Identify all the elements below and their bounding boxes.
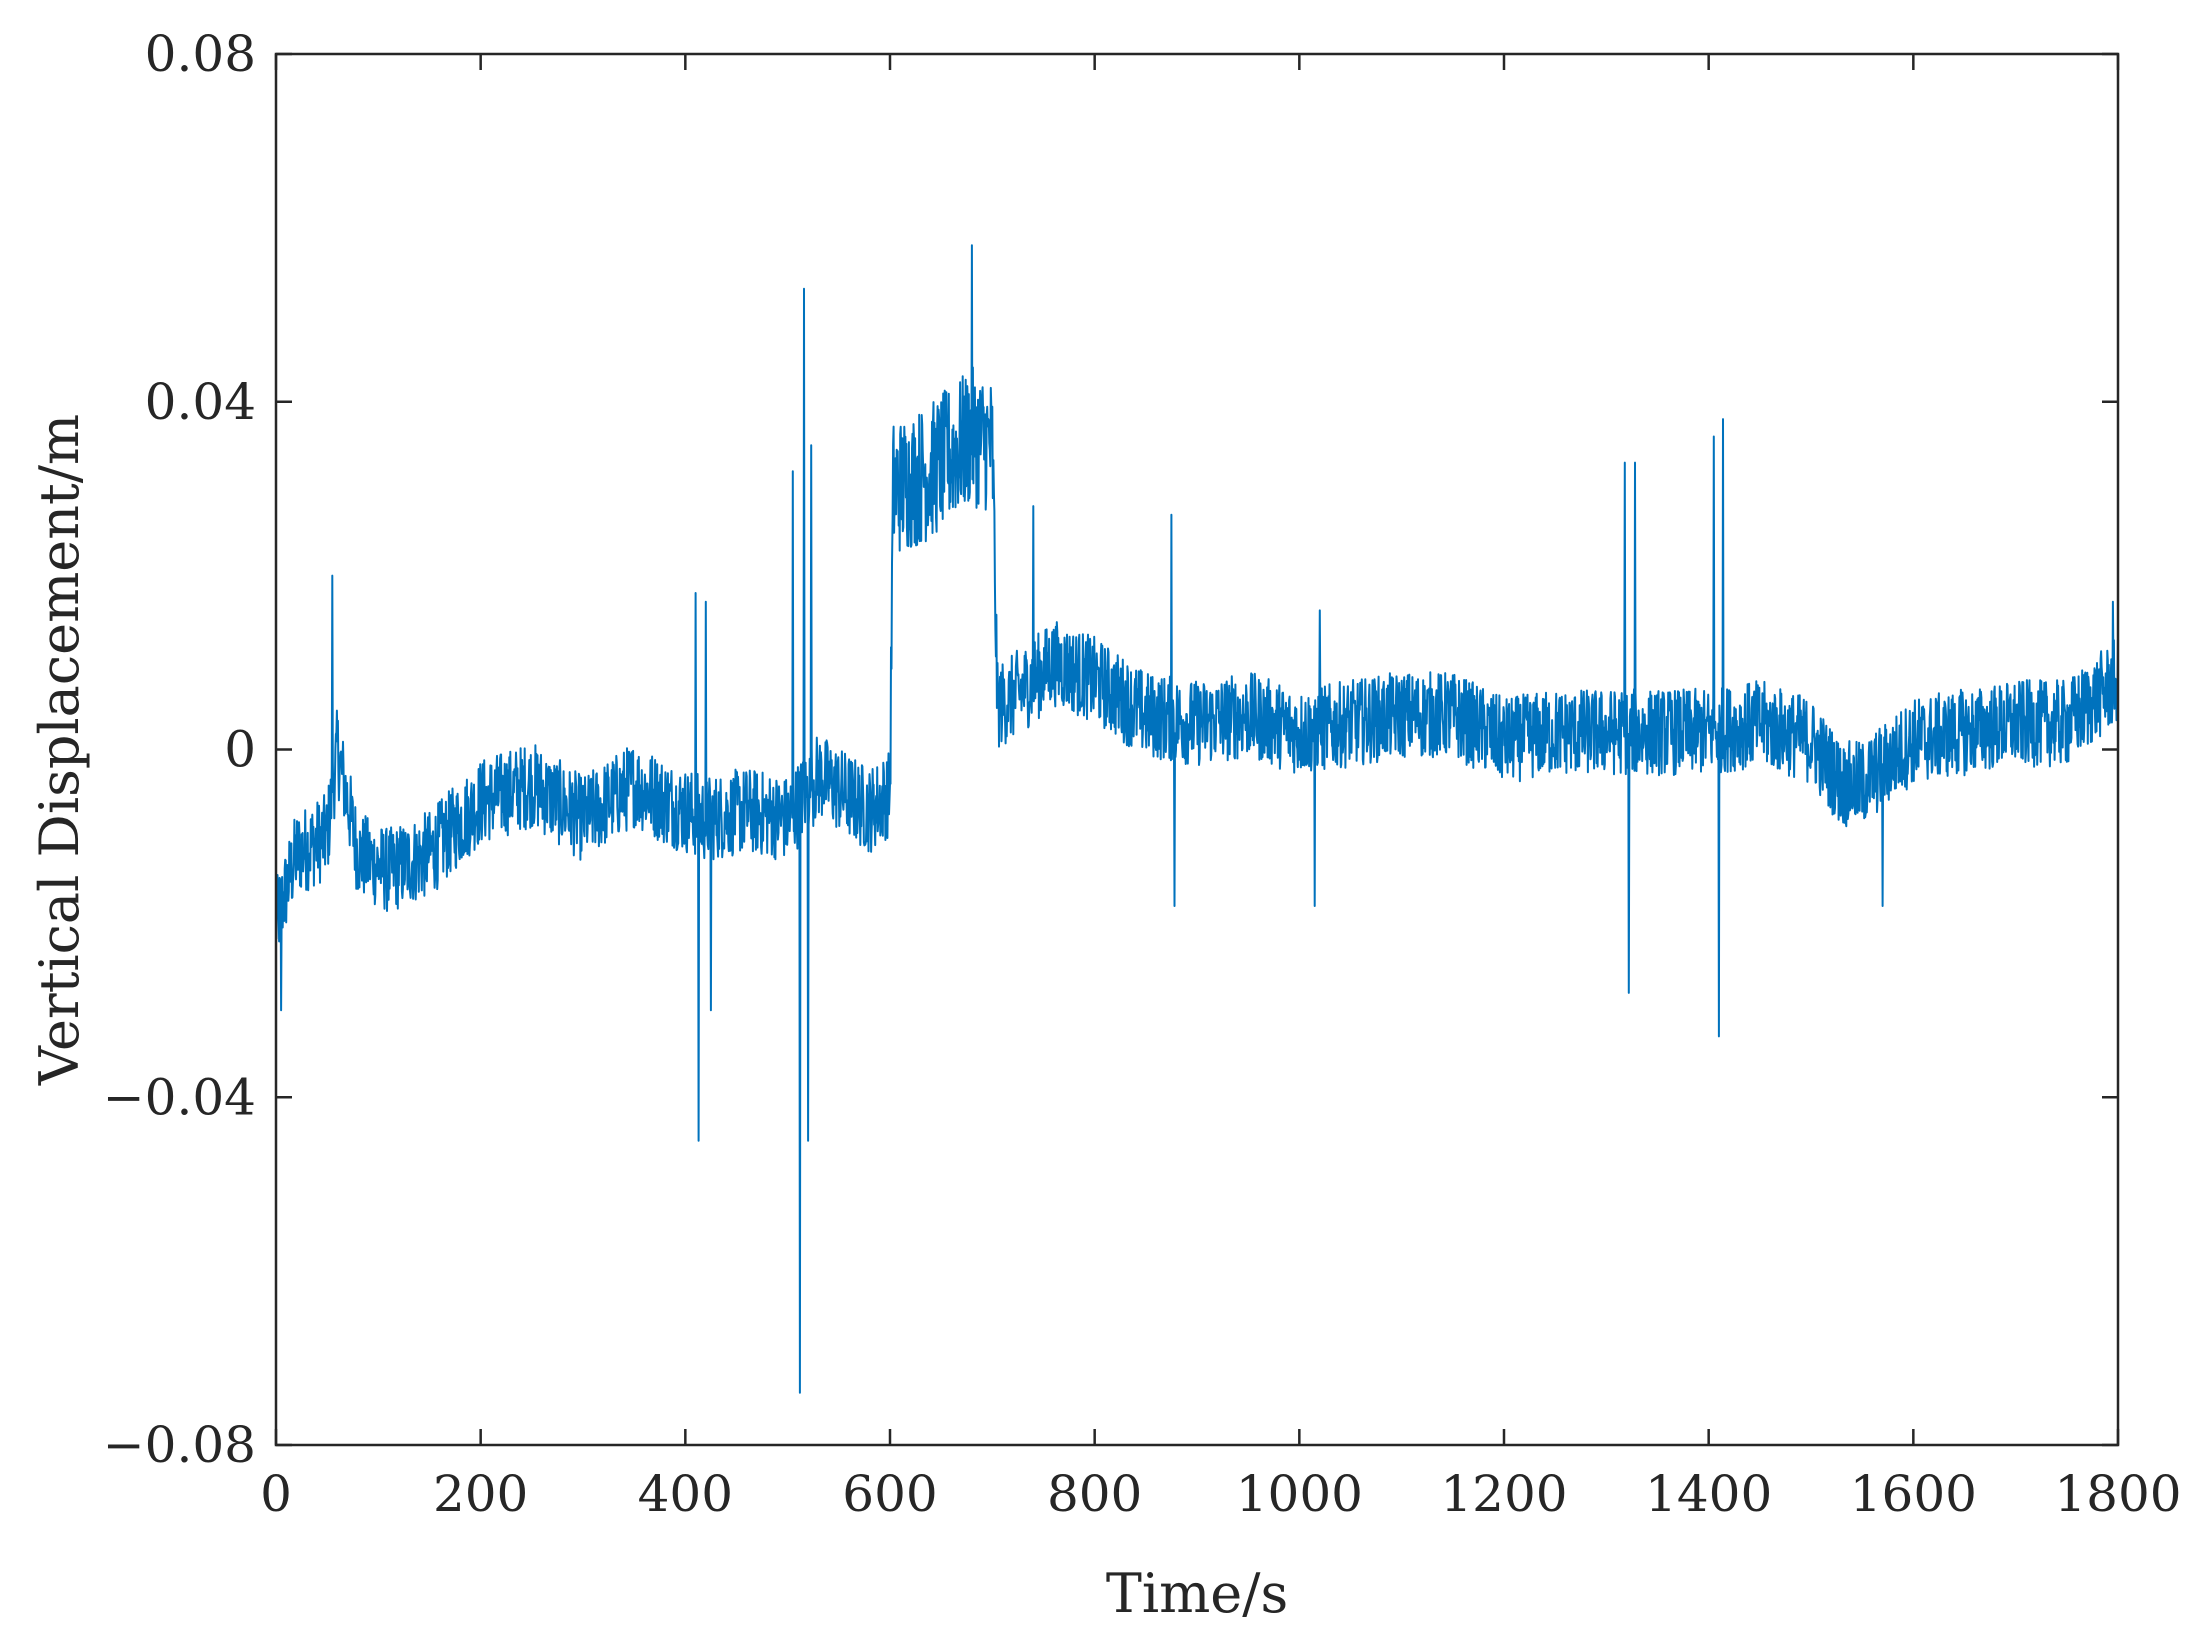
x-tick-label: 400 (638, 1465, 733, 1523)
y-tick-label: 0.04 (145, 373, 256, 431)
x-tick-label: 600 (842, 1465, 937, 1523)
y-tick-label: −0.04 (103, 1068, 256, 1126)
y-tick-label: 0.08 (145, 25, 256, 83)
series-line-0 (276, 244, 2118, 1394)
x-tick-label: 800 (1047, 1465, 1142, 1523)
x-tick-label: 1600 (1850, 1465, 1977, 1523)
x-tick-label: 1400 (1645, 1465, 1772, 1523)
plot-frame (274, 52, 2120, 1447)
x-axis-label: Time/s (1106, 1562, 1288, 1625)
x-tick-label: 200 (433, 1465, 528, 1523)
y-tick-label: 0 (224, 721, 256, 779)
y-axis-label: Vertical Displacement/m (28, 414, 91, 1086)
x-tick-label: 1000 (1236, 1465, 1363, 1523)
x-tick-label: 1200 (1440, 1465, 1567, 1523)
y-tick-label: −0.08 (103, 1416, 256, 1474)
x-tick-label: 1800 (2054, 1465, 2181, 1523)
y-axis-ticks: −0.08 −0.04 0 0.04 0.08 (103, 25, 2118, 1474)
x-axis-ticks: 0 200 400 600 800 1000 1200 1400 1600 1800 (260, 54, 2182, 1523)
series-layer (276, 244, 2118, 1394)
x-tick-label: 0 (260, 1465, 292, 1523)
